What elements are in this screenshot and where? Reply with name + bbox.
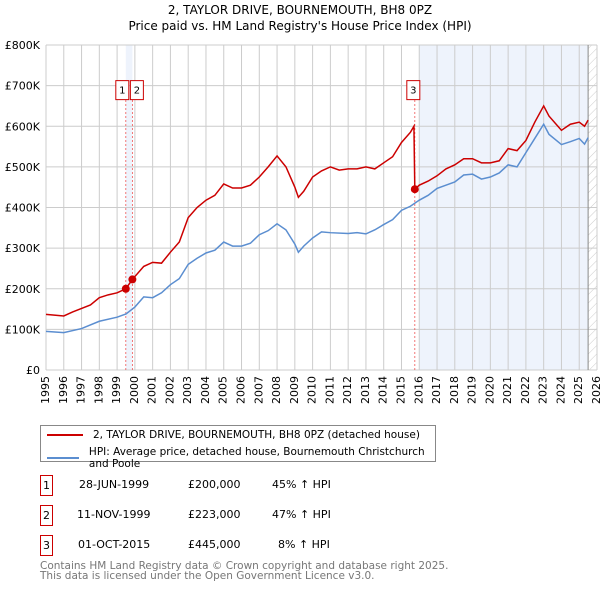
x-tick-label: 2008 bbox=[270, 376, 283, 404]
x-tick-label: 2000 bbox=[128, 376, 141, 404]
sale-hpi: 47% ↑ HPI bbox=[272, 508, 331, 521]
x-tick-label: 2019 bbox=[466, 376, 479, 404]
sale-row: 3 01-OCT-2015 £445,000 8% ↑ HPI bbox=[40, 535, 440, 556]
y-tick-label: £0 bbox=[26, 364, 40, 377]
y-tick-label: £700K bbox=[5, 80, 41, 93]
x-tick-label: 2021 bbox=[501, 376, 514, 404]
x-tick-label: 2025 bbox=[572, 376, 585, 404]
x-tick-label: 2017 bbox=[430, 376, 443, 404]
x-tick-label: 2010 bbox=[306, 376, 319, 404]
y-tick-label: £100K bbox=[5, 323, 41, 336]
footer: Contains HM Land Registry data © Crown c… bbox=[40, 560, 449, 582]
x-tick-label: 2020 bbox=[483, 376, 496, 404]
y-tick-label: £300K bbox=[5, 242, 41, 255]
x-tick-label: 1999 bbox=[110, 376, 123, 404]
x-tick-label: 1998 bbox=[92, 376, 105, 404]
x-tick-label: 2003 bbox=[181, 376, 194, 404]
series-line bbox=[45, 122, 589, 334]
x-tick-label: 2022 bbox=[519, 376, 532, 404]
x-tick-label: 2005 bbox=[217, 376, 230, 404]
sale-label: 2 bbox=[134, 86, 140, 97]
legend-label: HPI: Average price, detached house, Bour… bbox=[88, 446, 425, 470]
chart-title: 2, TAYLOR DRIVE, BOURNEMOUTH, BH8 0PZ bbox=[168, 3, 432, 17]
sale-hpi: 45% ↑ HPI bbox=[272, 478, 331, 491]
legend: 2, TAYLOR DRIVE, BOURNEMOUTH, BH8 0PZ (d… bbox=[40, 425, 436, 470]
sale-label: 1 bbox=[119, 86, 125, 97]
sale-row: 2 11-NOV-1999 £223,000 47% ↑ HPI bbox=[40, 505, 440, 526]
sale-label: 3 bbox=[410, 86, 416, 97]
sale-point bbox=[121, 284, 130, 293]
x-tick-label: 2016 bbox=[412, 376, 425, 404]
x-tick-label: 2002 bbox=[163, 376, 176, 404]
x-tick-label: 2007 bbox=[252, 376, 265, 404]
x-tick-label: 2018 bbox=[448, 376, 461, 404]
x-tick-label: 2009 bbox=[288, 376, 301, 404]
x-tick-label: 2014 bbox=[377, 376, 390, 404]
footer-line: Contains HM Land Registry data © Crown c… bbox=[40, 560, 449, 572]
x-tick-label: 2001 bbox=[146, 376, 159, 404]
sale-label-box bbox=[406, 80, 421, 101]
footer-line: This data is licensed under the Open Gov… bbox=[40, 570, 375, 582]
y-tick-label: £500K bbox=[5, 161, 41, 174]
sale-row: 1 28-JUN-1999 £200,000 45% ↑ HPI bbox=[40, 475, 440, 496]
x-tick-label: 2023 bbox=[537, 376, 550, 404]
sale-label-box bbox=[115, 80, 130, 101]
y-tick-label: £200K bbox=[5, 283, 41, 296]
price-chart: 2, TAYLOR DRIVE, BOURNEMOUTH, BH8 0PZ Pr… bbox=[5, 3, 600, 404]
sale-date: 01-OCT-2015 bbox=[78, 538, 151, 551]
legend-item-property: 2, TAYLOR DRIVE, BOURNEMOUTH, BH8 0PZ (d… bbox=[47, 429, 420, 441]
sale-marker: 2 bbox=[40, 505, 53, 526]
x-tick-label: 1997 bbox=[75, 376, 88, 404]
x-tick-label: 2012 bbox=[341, 376, 354, 404]
legend-label: 2, TAYLOR DRIVE, BOURNEMOUTH, BH8 0PZ (d… bbox=[93, 429, 420, 441]
x-tick-label: 2026 bbox=[590, 376, 600, 404]
y-tick-label: £600K bbox=[5, 120, 41, 133]
sale-price: £200,000 bbox=[188, 478, 241, 491]
x-tick-label: 2015 bbox=[394, 376, 407, 404]
x-tick-label: 2006 bbox=[235, 376, 248, 404]
x-tick-label: 2004 bbox=[199, 376, 212, 404]
sale-date: 28-JUN-1999 bbox=[79, 478, 150, 491]
sale-point bbox=[410, 185, 419, 194]
x-tick-label: 2011 bbox=[323, 376, 336, 404]
series-line bbox=[45, 104, 589, 317]
sale-marker: 3 bbox=[40, 535, 53, 556]
sale-point bbox=[128, 275, 137, 284]
sale-marker: 1 bbox=[40, 475, 53, 496]
legend-item-hpi: HPI: Average price, detached house, Bour… bbox=[47, 446, 435, 470]
sale-price: £445,000 bbox=[188, 538, 241, 551]
chart-subtitle: Price paid vs. HM Land Registry's House … bbox=[128, 19, 471, 33]
x-tick-label: 2013 bbox=[359, 376, 372, 404]
y-tick-label: £800K bbox=[5, 39, 41, 52]
sale-price: £223,000 bbox=[188, 508, 241, 521]
x-tick-label: 1996 bbox=[57, 376, 70, 404]
sale-date: 11-NOV-1999 bbox=[77, 508, 151, 521]
sale-hpi: 8% ↑ HPI bbox=[278, 538, 330, 551]
x-tick-label: 2024 bbox=[554, 376, 567, 404]
sale-label-box bbox=[129, 80, 144, 101]
x-tick-label: 1995 bbox=[39, 376, 52, 404]
y-tick-label: £400K bbox=[5, 202, 41, 215]
